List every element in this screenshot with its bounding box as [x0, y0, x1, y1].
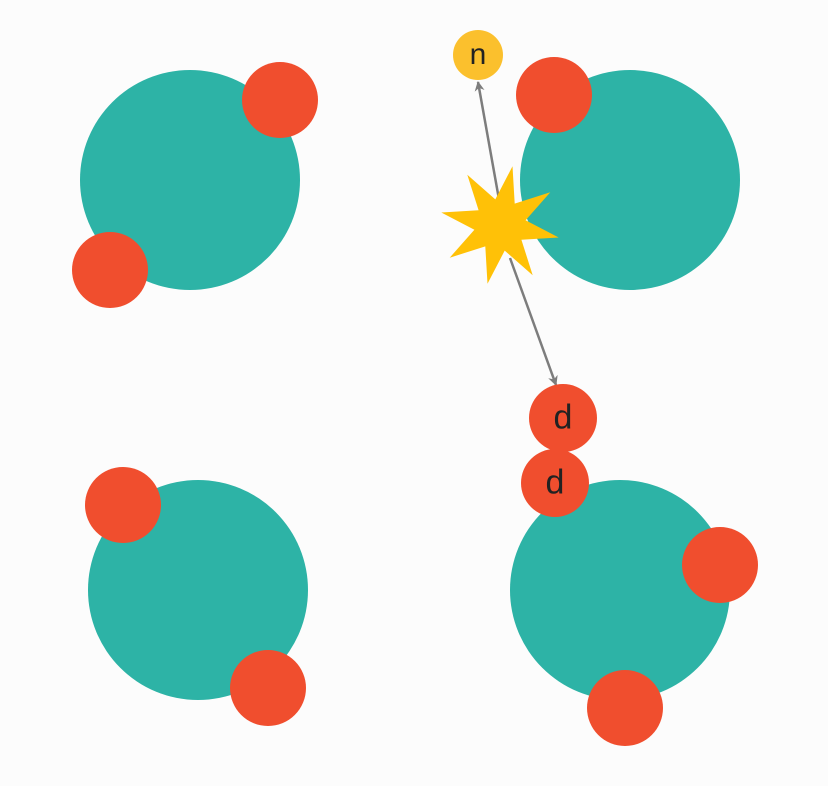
d-particle-label-0: d	[554, 399, 573, 438]
molecule-small-bottom-right-0	[682, 527, 758, 603]
arrow-up	[478, 82, 500, 205]
molecule-small-bottom-left-0	[85, 467, 161, 543]
molecule-small-bottom-right-1	[587, 670, 663, 746]
molecule-small-bottom-left-1	[230, 650, 306, 726]
arrow-down	[510, 258, 556, 385]
d-particle-label-1: d	[546, 464, 565, 503]
molecule-small-top-left-0	[242, 62, 318, 138]
diagram-canvas: n dd	[0, 0, 828, 786]
molecule-small-top-right-0	[516, 57, 592, 133]
molecule-small-top-left-1	[72, 232, 148, 308]
neutron-label: n	[470, 38, 487, 72]
